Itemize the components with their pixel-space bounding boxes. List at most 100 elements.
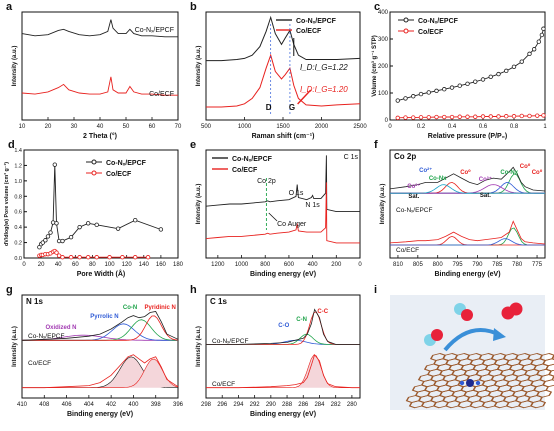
x-tick-label: 600 (284, 262, 295, 268)
y-axis-label: Intensity (a.u.) (196, 326, 202, 367)
legend-label: Co/ECF (418, 29, 444, 36)
data-point (426, 115, 431, 120)
x-tick-label: 292 (250, 402, 261, 408)
data-point (504, 114, 509, 119)
data-point (480, 114, 486, 119)
x-tick-label: 10 (19, 124, 26, 130)
data-point (418, 115, 424, 120)
peak-label: Co 2p (257, 178, 276, 185)
series-line (397, 28, 544, 102)
x-tick-label: 282 (331, 402, 342, 408)
curve-label: Co-Nₓ/EPCF (135, 27, 174, 34)
y-tick-label: 0.0 (14, 256, 22, 262)
x-tick-label: 70 (175, 124, 182, 130)
data-point (496, 71, 501, 77)
x-tick-label: 775 (532, 262, 543, 268)
data-point (107, 255, 112, 260)
peak-label: Co³⁺ (407, 183, 420, 190)
peak-label: C-O (278, 323, 289, 329)
data-point (434, 114, 439, 120)
peak-label: N 1s (305, 202, 320, 209)
series-line (21, 311, 179, 341)
data-point (488, 114, 493, 119)
curve-label: Co/ECF (212, 381, 235, 388)
x-tick-label: 1 (543, 124, 547, 130)
y-axis-label: Intensity (a.u.) (196, 46, 202, 87)
x-axis-label: Raman shift (cm⁻¹) (252, 133, 315, 140)
y-axis-label: Volume (cm³ g⁻¹ STP) (371, 35, 378, 96)
data-point (145, 255, 151, 260)
data-point (395, 115, 400, 121)
series-line (39, 164, 162, 248)
data-point (496, 114, 501, 119)
panel-letter: b (190, 1, 197, 13)
x-tick-label: 0.4 (448, 124, 457, 130)
data-point (457, 114, 462, 119)
peak-label: C-N (296, 317, 307, 323)
data-point (85, 255, 91, 260)
legend-marker (403, 17, 409, 23)
data-point (77, 224, 82, 230)
data-point (43, 238, 48, 243)
data-point (519, 59, 524, 64)
x-tick-label: 60 (72, 262, 79, 268)
data-point (50, 220, 56, 225)
molecule-h2o (431, 329, 443, 341)
panel-d: d 0 20 40 60 80 100 120 140 160 180 Pore Width (Å) d… (4, 139, 184, 278)
panel-title: Co 2p (394, 152, 416, 161)
x-tick-label: 0.2 (417, 124, 426, 130)
series-line (206, 53, 361, 108)
panel-h: h 298 296 294 292 290 288 286 284 282 280 Binding e… (190, 284, 361, 418)
data-point (480, 77, 486, 82)
data-point (488, 74, 493, 79)
x-tick-label: 402 (106, 402, 117, 408)
data-point (395, 98, 400, 103)
series-line (389, 220, 546, 245)
plot-frame (23, 149, 179, 259)
curve-label: Co-Nₓ/EPCF (212, 338, 248, 345)
peak-label: Co⁰ (532, 169, 543, 176)
x-tick-label: 180 (173, 262, 184, 268)
peak-label: Pyridinic N (144, 305, 175, 311)
y-tick-label: 400 (378, 10, 389, 16)
x-tick-label: 0 (388, 124, 392, 130)
peak-label: Sat. (480, 193, 491, 199)
panel-letter: g (6, 284, 13, 296)
data-point (527, 51, 532, 57)
y-tick-label: 0.2 (14, 241, 22, 247)
x-tick-label: 294 (233, 402, 244, 408)
data-point (536, 39, 541, 44)
x-tick-label: 2000 (315, 124, 329, 130)
data-point (541, 26, 546, 31)
data-point (442, 114, 447, 120)
cobalt-atom (466, 379, 474, 387)
data-point (60, 255, 65, 260)
x-tick-label: 140 (139, 262, 150, 268)
data-point (442, 87, 447, 92)
x-tick-label: 780 (512, 262, 523, 268)
data-point (94, 222, 99, 228)
ratio-label: I_D:I_G=1.22 (300, 63, 348, 72)
panel-c: c 0 0.2 0.4 0.6 0.8 1 Relative pressure (P/P₀) V… (371, 1, 547, 140)
data-point (85, 221, 91, 226)
x-tick-label: 1000 (235, 262, 249, 268)
panel-letter: i (374, 284, 377, 296)
data-point (531, 47, 537, 52)
data-point (54, 250, 59, 255)
series-line (389, 166, 546, 192)
peak-label: Co Auger (277, 221, 307, 228)
x-tick-label: 500 (201, 124, 212, 130)
panel-letter: c (374, 1, 380, 13)
band-label-g: G (289, 103, 295, 112)
x-tick-label: 1200 (211, 262, 225, 268)
legend-marker (91, 170, 97, 176)
panel-title: C 1s (210, 297, 227, 306)
x-tick-label: 0 (22, 262, 26, 268)
data-point (133, 217, 138, 223)
data-point (418, 91, 424, 97)
y-tick-label: 100 (378, 91, 389, 97)
peak-label: Co⁰ (460, 169, 471, 176)
x-axis-label: Binding energy (eV) (250, 411, 316, 418)
data-point (77, 255, 82, 260)
